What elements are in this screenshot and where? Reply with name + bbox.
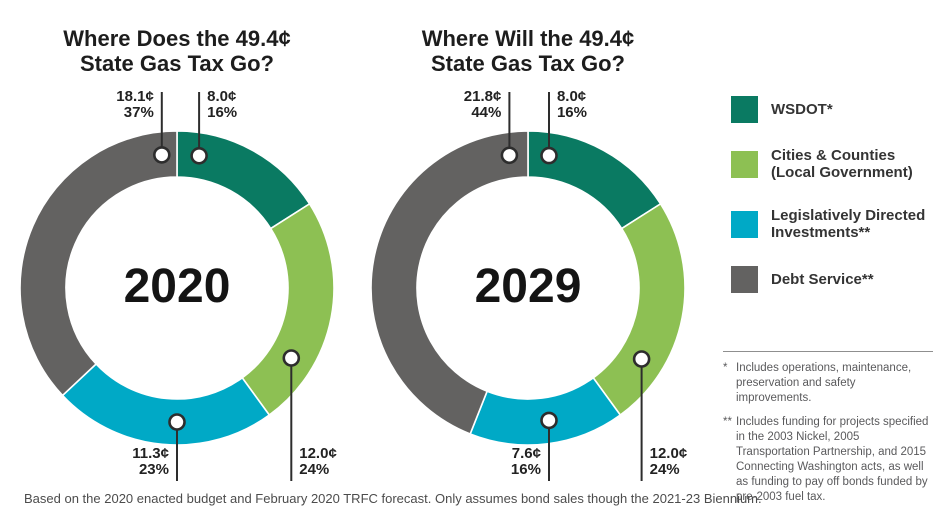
footnote-item: ** Includes funding for projects specifie… <box>723 415 933 505</box>
callout-label-cities: 12.0¢ 24% <box>299 446 337 477</box>
donut-segment-legislative <box>61 362 271 446</box>
legend-label-line: Legislatively Directed <box>771 207 926 224</box>
chart-title: Where Does the 49.4¢ State Gas Tax Go? <box>0 26 354 76</box>
chart-title-line1: Where Does the 49.4¢ <box>63 26 291 51</box>
chart-title: Where Will the 49.4¢ State Gas Tax Go? <box>351 26 705 76</box>
callout-marker-cities <box>282 349 301 367</box>
callout-label-cities: 12.0¢ 24% <box>650 446 688 477</box>
callout-label-legislative: 11.3¢ 23% <box>89 446 169 477</box>
legend: WSDOT* Cities & Counties (Local Government… <box>731 0 936 340</box>
donut-chart-2029: Where Will the 49.4¢ State Gas Tax Go? 2… <box>351 0 711 520</box>
callout-cents: 12.0¢ <box>299 445 337 462</box>
footnote-text: Includes funding for projects specified … <box>736 416 929 503</box>
callout-marker-legislative <box>540 411 558 430</box>
footnotes: * Includes operations, maintenance, prese… <box>723 351 933 505</box>
donut-segment-wsdot <box>527 130 662 230</box>
legend-swatch-wsdot <box>731 96 758 123</box>
legend-label: WSDOT* <box>771 101 833 118</box>
legend-item-legislative: Legislatively Directed Investments** <box>731 207 925 241</box>
callout-cents: 8.0¢ <box>207 88 237 105</box>
callout-marker-wsdot <box>540 146 558 165</box>
callout-marker-legislative <box>168 413 186 431</box>
callout-marker-debt <box>153 146 171 164</box>
donut-segment-legislative <box>469 376 622 446</box>
callout-marker-wsdot <box>190 147 208 165</box>
callout-cents: 12.0¢ <box>649 445 688 462</box>
footnote-text: Includes operations, maintenance, preser… <box>736 362 912 404</box>
callout-cents: 21.8¢ <box>463 88 502 105</box>
callout-percent: 37% <box>123 103 154 121</box>
legend-swatch-debt <box>731 266 758 293</box>
callout-label-wsdot: 8.0¢ 16% <box>557 89 587 120</box>
callout-marker-debt <box>500 146 519 165</box>
donut-svg <box>19 92 335 481</box>
callout-label-debt: 18.1¢ 37% <box>74 89 154 120</box>
footnote-marker: * <box>723 362 728 374</box>
callout-cents: 11.3¢ <box>132 445 169 462</box>
donut-svg <box>370 92 686 481</box>
legend-label: Debt Service** <box>771 271 874 288</box>
callout-label-debt: 21.8¢ 44% <box>421 88 502 121</box>
callout-percent: 16% <box>510 460 541 478</box>
legend-item-cities: Cities & Counties (Local Government) <box>731 147 913 181</box>
callout-percent: 16% <box>556 103 587 121</box>
center-year-label: 2029 <box>474 260 582 313</box>
footnote-marker: ** <box>723 416 732 428</box>
chart-title-line2: State Gas Tax Go? <box>80 51 274 76</box>
legend-swatch-legislative <box>731 210 758 238</box>
legend-item-debt: Debt Service** <box>731 266 874 293</box>
donut-segment-wsdot <box>176 130 311 230</box>
legend-label-line: Cities & Counties <box>771 147 896 164</box>
legend-label-line: Debt Service** <box>771 271 874 288</box>
legend-swatch-cities <box>731 150 758 178</box>
callout-percent: 23% <box>138 460 169 478</box>
callout-percent: 24% <box>299 460 330 478</box>
center-year-label: 2020 <box>123 260 231 313</box>
callout-percent: 24% <box>649 460 680 478</box>
donut-segment-debt <box>19 130 178 397</box>
callout-label-legislative: 7.6¢ 16% <box>461 446 541 477</box>
legend-label: Legislatively Directed Investments** <box>771 207 925 241</box>
footnote-item: * Includes operations, maintenance, prese… <box>723 361 933 406</box>
chart-title-line1: Where Will the 49.4¢ <box>421 26 635 51</box>
donut-segment-debt <box>370 130 529 436</box>
callout-percent: 16% <box>207 103 238 121</box>
donut-chart-2020: Where Does the 49.4¢ State Gas Tax Go? 2… <box>0 0 360 520</box>
callout-cents: 7.6¢ <box>511 445 541 462</box>
callout-cents: 8.0¢ <box>556 88 587 105</box>
callout-label-wsdot: 8.0¢ 16% <box>207 89 237 120</box>
callout-cents: 18.1¢ <box>116 88 154 105</box>
legend-label-line: Investments** <box>771 224 871 241</box>
chart-title-line2: State Gas Tax Go? <box>431 51 625 76</box>
legend-label: Cities & Counties (Local Government) <box>771 147 913 181</box>
callout-percent: 44% <box>471 103 502 121</box>
source-caption: Based on the 2020 enacted budget and Feb… <box>24 491 762 506</box>
legend-label-line: WSDOT* <box>771 101 833 118</box>
callout-marker-cities <box>632 350 651 368</box>
legend-item-wsdot: WSDOT* <box>731 96 833 123</box>
legend-label-line: (Local Government) <box>771 164 913 181</box>
